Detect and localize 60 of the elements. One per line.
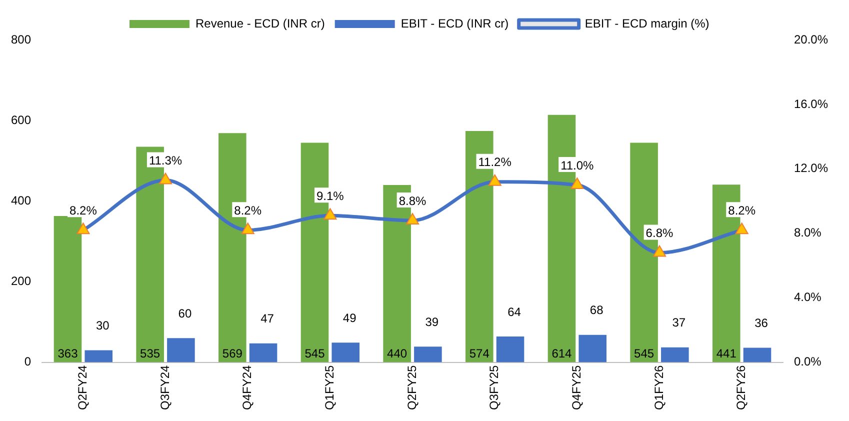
legend-label: EBIT - ECD (INR cr) [400,16,509,30]
data-label: 11.2% [478,155,512,170]
data-label: 441 [716,346,737,361]
y2-tick-label: 4.0% [794,290,822,304]
data-label: 49 [342,310,357,325]
bar [743,348,772,362]
data-label: 64 [508,304,522,319]
x-tick-label: Q2FY24 [76,365,90,410]
bar [167,338,195,362]
legend-label: EBIT - ECD margin (%) [584,16,710,30]
y-tick-label: 0 [24,354,32,369]
data-label: 39 [425,314,439,329]
bar [661,347,689,362]
data-label: 68 [590,303,604,318]
data-label: 37 [672,316,686,330]
x-tick-label: Q2FY25 [404,365,419,410]
data-label: 535 [140,346,160,361]
data-label: 11.3% [148,154,182,168]
bar [249,343,278,362]
x-tick-label: Q3FY25 [487,365,502,410]
x-tick-label: Q3FY24 [158,365,172,410]
data-label: 440 [387,346,408,361]
data-label: 47 [260,312,274,326]
bar [578,334,606,362]
x-tick-label: Q1FY26 [652,365,666,410]
y2-tick-label: 20.0% [794,32,828,46]
data-label: 574 [469,346,490,361]
data-label: 9.1% [316,188,344,203]
data-label: 545 [304,346,326,361]
x-tick-label: Q1FY25 [322,365,336,410]
data-label: 60 [178,306,192,320]
x-tick-label: Q4FY24 [240,365,254,410]
data-label: 614 [552,346,572,361]
y2-tick-label: 16.0% [794,96,828,111]
data-label: 36 [754,316,768,330]
legend-label: Revenue - ECD (INR cr) [195,16,325,30]
bar [414,346,442,362]
y2-tick-label: 12.0% [794,161,828,176]
data-label: 8.2% [70,203,98,218]
data-label: 363 [58,346,78,361]
y-tick-label: 200 [10,274,32,288]
x-tick-label: Q2FY26 [734,365,748,410]
y2-tick-label: 8.0% [794,226,822,240]
bar [496,336,524,362]
data-label: 6.8% [646,226,674,240]
bar [84,350,113,362]
data-label: 545 [634,346,654,361]
bar [332,342,360,362]
data-label: 30 [96,318,110,333]
data-label: 11.0% [560,158,594,172]
data-label: 569 [222,346,243,361]
data-label: 8.2% [728,203,756,218]
x-tick-label: Q4FY25 [569,365,584,410]
bar [54,216,82,362]
data-label: 8.8% [398,194,426,208]
y2-tick-label: 0.0% [794,354,822,369]
y-tick-label: 400 [10,193,32,208]
y-tick-label: 600 [10,112,32,127]
data-label: 8.2% [234,203,262,218]
y-tick-label: 800 [10,32,32,46]
